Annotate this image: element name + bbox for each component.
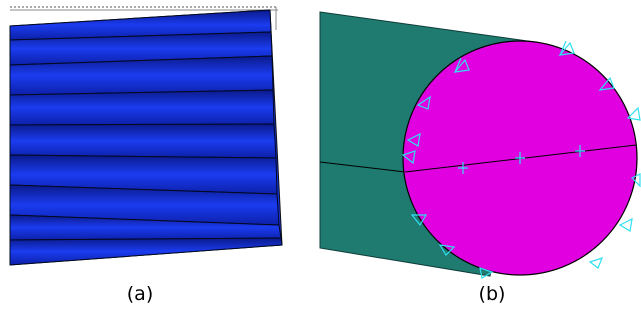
figure: (a) (b) xyxy=(0,0,641,331)
panel-b-image xyxy=(320,12,640,278)
panel-a-image xyxy=(10,7,282,265)
panel-label: (a) xyxy=(127,283,153,305)
panel-label: (b) xyxy=(479,283,506,305)
figure-canvas: (a) (b) xyxy=(0,0,641,331)
